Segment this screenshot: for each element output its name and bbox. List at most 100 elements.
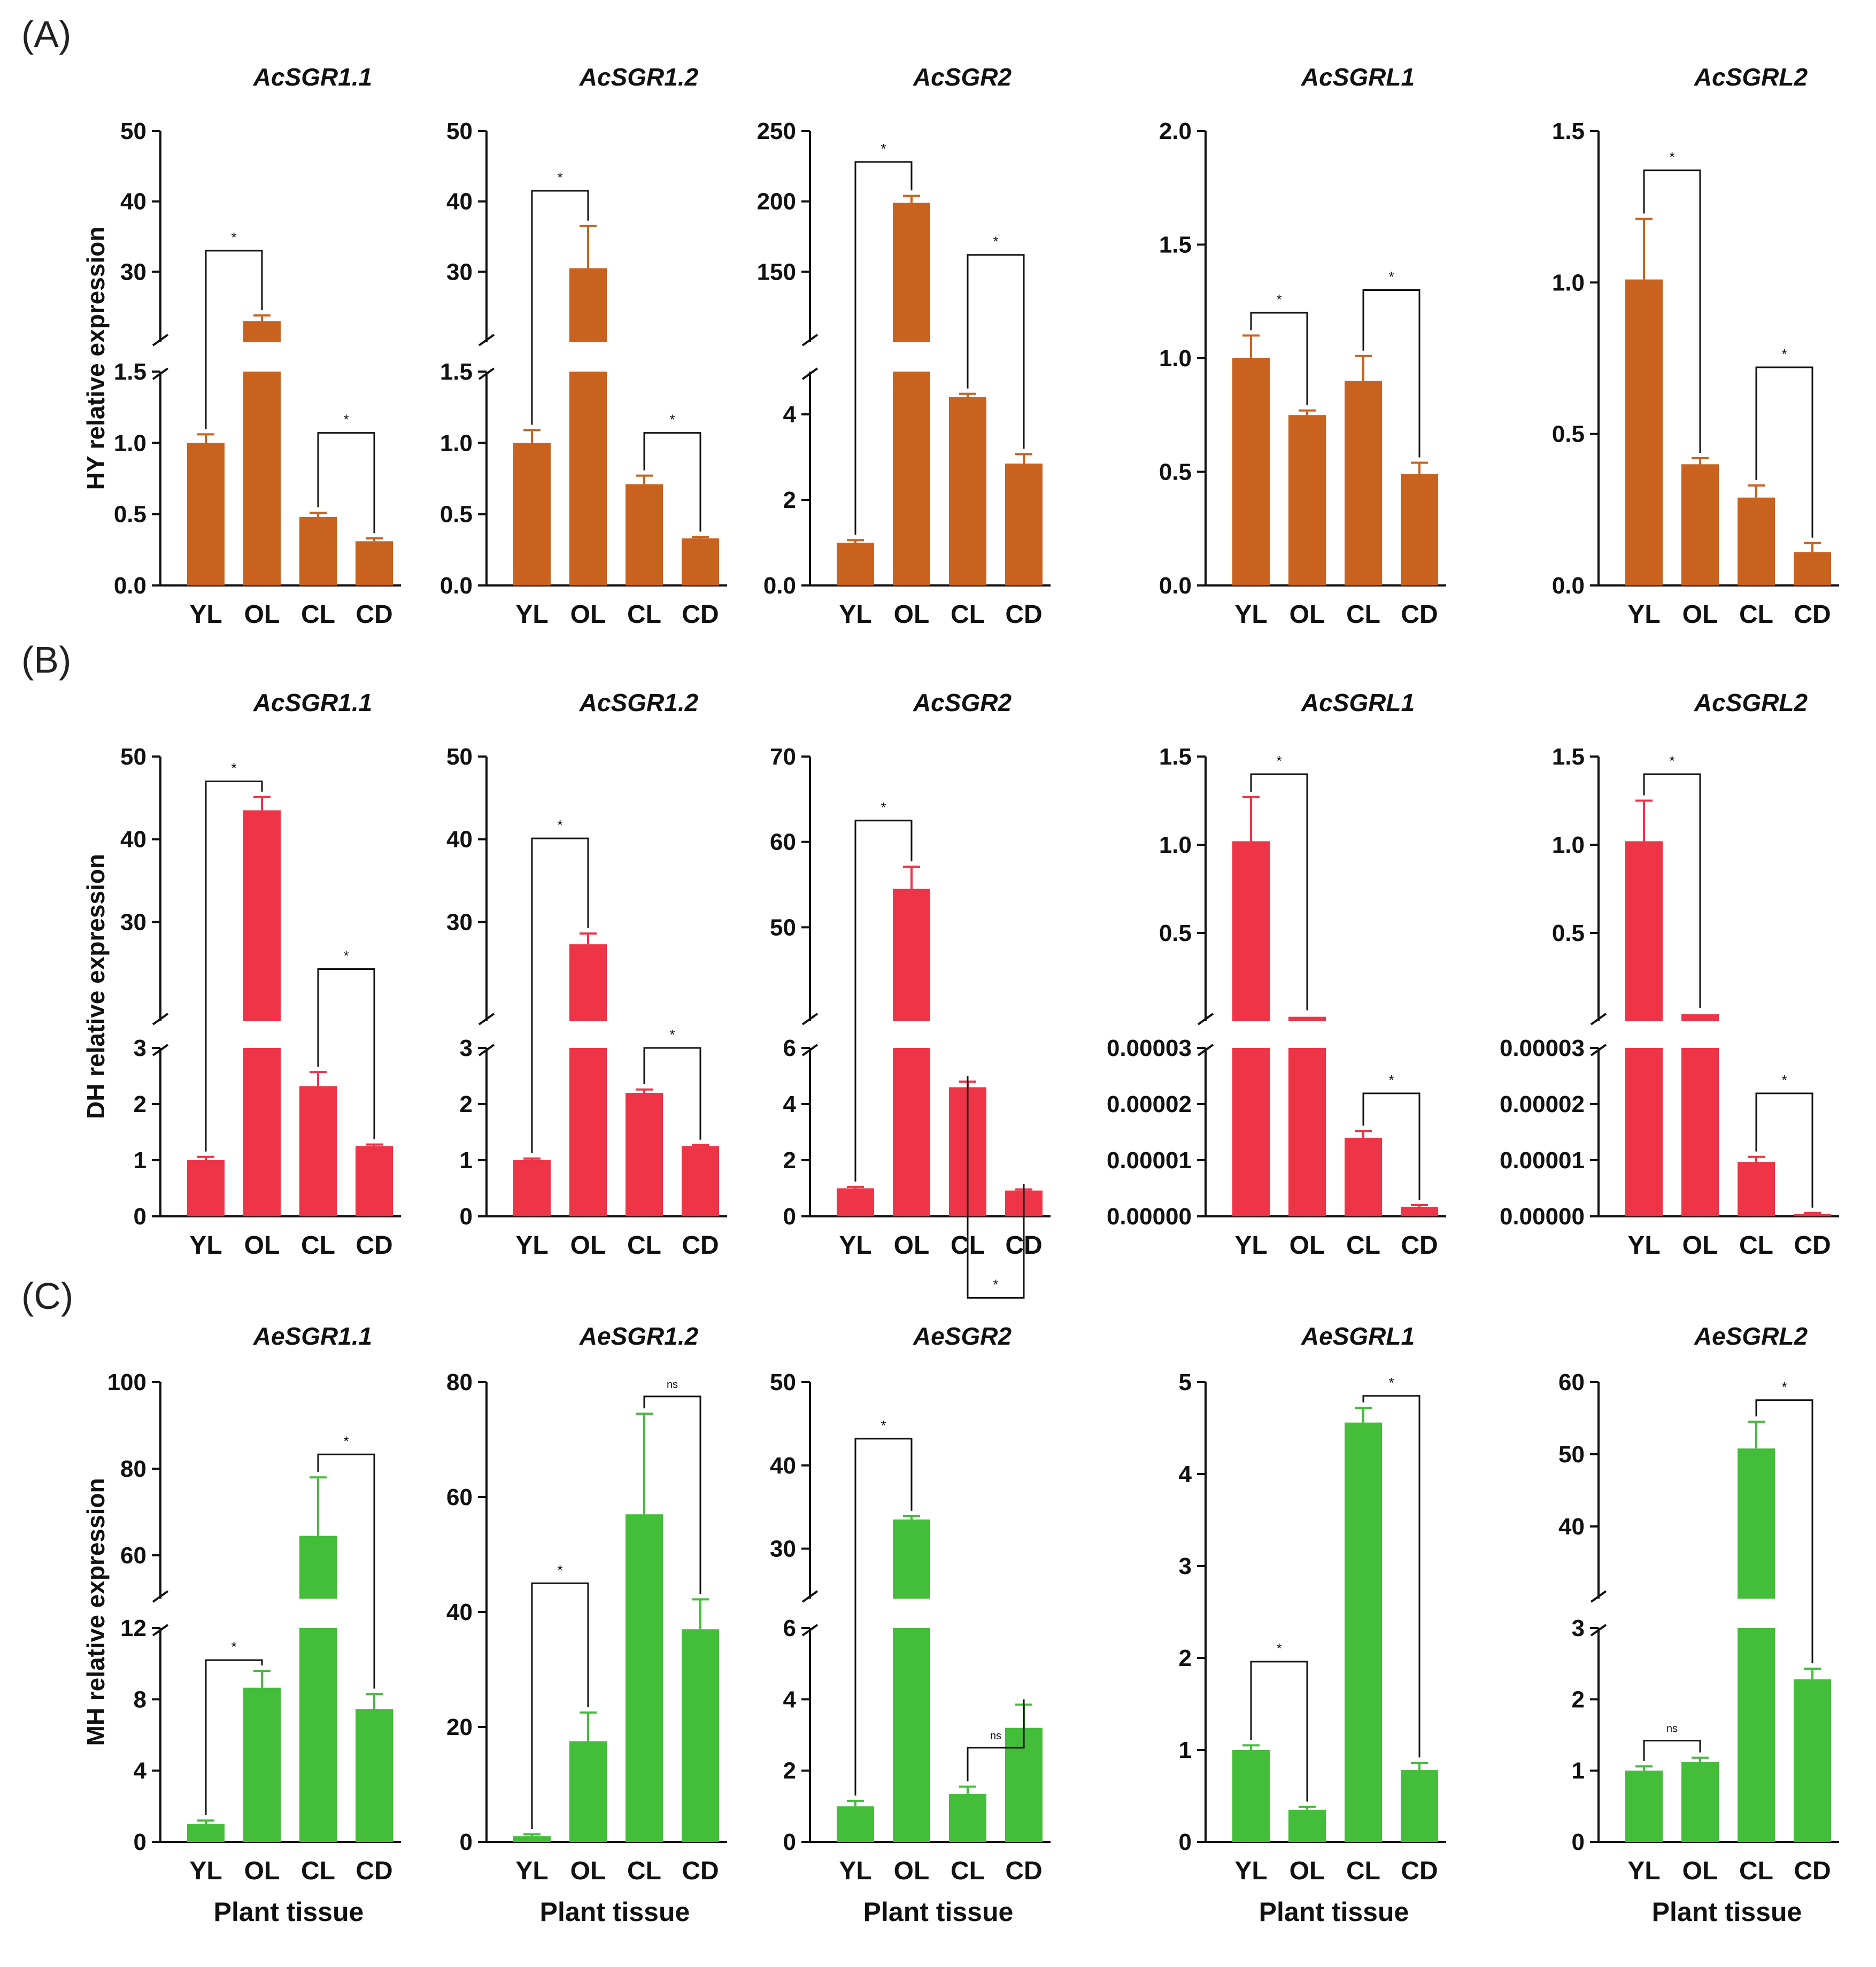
- significance-label: ns: [990, 1730, 1001, 1742]
- bar-OL: [243, 1048, 281, 1216]
- significance-label: *: [343, 412, 349, 428]
- significance-bracket: [854, 161, 913, 535]
- y-tick-label: 60: [446, 1484, 473, 1510]
- subplot-2-2: AeSGR2 0 2 4 6 30 40 50 YL OL CL CD * ns Plant tissue: [770, 1322, 1051, 1927]
- y-axis-label-row-2: MH relative expression: [82, 1478, 110, 1746]
- significance-bracket: [1755, 1399, 1813, 1663]
- bar-CD: [1401, 1207, 1438, 1216]
- significance-bracket: [643, 1047, 701, 1140]
- y-tick-label: 1.5: [1159, 232, 1192, 258]
- y-tick-label: 0.5: [1552, 920, 1585, 946]
- significance-bracket: [1643, 169, 1701, 453]
- significance-label: *: [1388, 1072, 1394, 1088]
- x-tick-label-OL: OL: [244, 1857, 280, 1885]
- significance-label: *: [993, 1276, 998, 1292]
- bar-YL: [837, 543, 874, 585]
- significance-label: *: [1781, 1379, 1787, 1395]
- y-tick-label: 4: [783, 1091, 797, 1117]
- x-tick-label-CD: CD: [682, 1231, 719, 1260]
- y-tick-label: 50: [446, 118, 473, 144]
- panel-label-1: (B): [21, 639, 71, 681]
- y-tick-label: 0.0: [440, 573, 473, 599]
- subplot-title: AcSGR2: [913, 689, 1012, 716]
- axis-break-mark: [152, 1624, 169, 1637]
- subplot-title: AcSGRL2: [1694, 689, 1808, 716]
- x-tick-label-CL: CL: [1739, 600, 1773, 629]
- subplot-2-0: AeSGR1.1 0 4 8 12 60 80 100 YL OL CL CD * * Plant tiss…: [107, 1322, 401, 1927]
- significance-label: *: [343, 1433, 349, 1449]
- significance-bracket: [1755, 366, 1813, 538]
- y-tick-label: 1.0: [114, 430, 146, 456]
- x-tick-label-CD: CD: [356, 600, 392, 629]
- y-tick-label: 0.00003: [1500, 1035, 1585, 1061]
- y-tick-label: 50: [770, 914, 796, 940]
- significance-label: *: [1276, 1640, 1281, 1656]
- bar-OL: [1681, 464, 1719, 585]
- significance-bracket: [317, 432, 375, 533]
- y-tick-label: 0.00003: [1107, 1035, 1192, 1061]
- axis-break-mark: [478, 367, 495, 380]
- x-tick-label-YL: YL: [839, 1857, 871, 1885]
- significance-label: *: [881, 1417, 886, 1433]
- y-tick-label: 40: [120, 827, 146, 853]
- axis-break-mark: [801, 1013, 819, 1025]
- bar-YL-upper: [1232, 841, 1270, 1021]
- bar-CL: [626, 484, 663, 585]
- bar-YL: [187, 443, 225, 585]
- subplot-1-3: AcSGRL1 0.00000 0.00001 0.00002 0.00003 0.5 1.…: [1107, 689, 1446, 1260]
- axis-break-mark: [1590, 1013, 1607, 1025]
- x-tick-label-OL: OL: [1682, 1231, 1718, 1260]
- axis-break-mark: [152, 1013, 169, 1025]
- y-tick-label: 150: [757, 259, 796, 285]
- bar-OL-upper: [893, 1519, 930, 1599]
- y-tick-label: 30: [446, 909, 473, 935]
- significance-bracket: [1643, 773, 1701, 1008]
- y-tick-label: 80: [120, 1456, 146, 1482]
- subplot-0-1: AcSGR1.2 0.0 0.5 1.0 1.5 30 40 50 YL OL CL CD * *: [440, 63, 727, 629]
- axis-break-mark: [801, 1590, 819, 1603]
- x-tick-label-OL: OL: [1682, 600, 1718, 629]
- y-tick-label: 1.5: [1552, 744, 1585, 770]
- y-tick-label: 1.5: [1159, 744, 1192, 770]
- x-tick-label-CD: CD: [1794, 600, 1831, 629]
- y-tick-label: 0: [783, 1829, 796, 1855]
- significance-bracket: [205, 1659, 263, 1815]
- significance-bracket: [1362, 1092, 1420, 1200]
- bar-OL: [569, 1048, 607, 1216]
- x-tick-label-YL: YL: [1627, 1231, 1660, 1260]
- significance-label: *: [881, 141, 886, 157]
- bar-YL: [1625, 1770, 1663, 1842]
- y-tick-label: 0: [460, 1204, 473, 1230]
- bar-CL: [1345, 381, 1382, 585]
- x-tick-label-YL: YL: [515, 1231, 548, 1260]
- y-tick-label: 50: [120, 118, 146, 144]
- significance-label: *: [1388, 269, 1394, 285]
- subplot-0-0: AcSGR1.1 0.0 0.5 1.0 1.5 30 40 50 YL OL CL CD * *: [114, 63, 401, 629]
- y-tick-label: 2: [460, 1091, 473, 1117]
- y-tick-label: 4: [783, 402, 797, 428]
- significance-bracket: [205, 780, 263, 1152]
- bar-CL: [299, 1628, 337, 1842]
- bar-OL: [243, 372, 281, 585]
- bar-YL: [187, 1824, 225, 1842]
- bar-CL: [626, 1514, 663, 1842]
- y-tick-label: 0.00002: [1500, 1091, 1585, 1117]
- y-tick-label: 0.0: [1552, 573, 1585, 599]
- significance-label: *: [343, 948, 349, 964]
- subplot-2-4: AeSGRL2 0 1 2 3 40 50 60 YL OL CL CD ns * Plant tissue: [1558, 1322, 1839, 1927]
- y-tick-label: 50: [770, 1369, 796, 1395]
- bar-OL-upper: [1288, 1016, 1326, 1021]
- subplot-1-4: AcSGRL2 0.00000 0.00001 0.00002 0.00003 0.5 1.…: [1500, 689, 1839, 1260]
- x-tick-label-OL: OL: [244, 1231, 280, 1260]
- bar-CD: [1794, 1679, 1831, 1842]
- x-tick-label-CD: CD: [682, 600, 719, 629]
- y-tick-label: 2: [1179, 1645, 1192, 1671]
- significance-label: *: [881, 799, 886, 815]
- y-tick-label: 2: [134, 1091, 146, 1117]
- y-tick-label: 60: [1558, 1369, 1585, 1395]
- bar-OL-upper: [569, 268, 607, 342]
- y-tick-label: 0.5: [1159, 920, 1192, 946]
- x-tick-label-OL: OL: [894, 600, 930, 629]
